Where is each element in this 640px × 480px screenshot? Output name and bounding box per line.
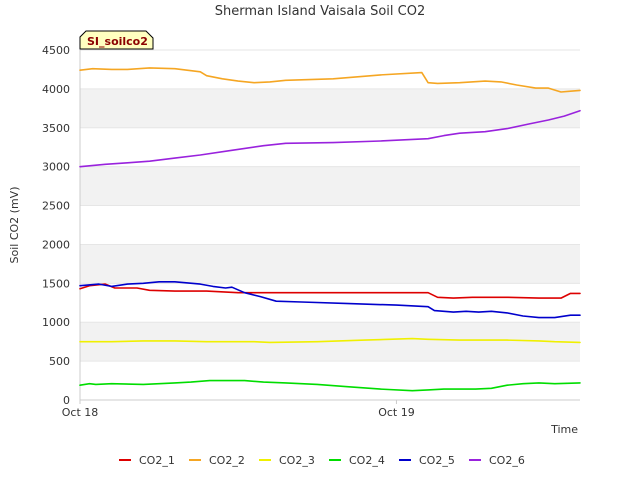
- legend-item-co2-1: CO2_1: [119, 454, 175, 467]
- legend-label: CO2_6: [489, 454, 525, 467]
- station-badge-label: SI_soilco2: [87, 35, 148, 48]
- chart-title: Sherman Island Vaisala Soil CO2: [215, 4, 425, 19]
- y-tick-label: 500: [49, 355, 70, 368]
- legend-label: CO2_1: [139, 454, 175, 467]
- grid-band: [80, 205, 580, 245]
- y-tick-label: 0: [63, 394, 70, 407]
- y-tick-label: 3500: [42, 122, 70, 135]
- legend-label: CO2_4: [349, 454, 385, 467]
- grid-band: [80, 166, 580, 206]
- y-tick-label: 4000: [42, 83, 70, 96]
- legend: CO2_1 CO2_2 CO2_3 CO2_4 CO2_5 CO2_6: [119, 454, 525, 467]
- x-tick-label: Oct 19: [378, 406, 415, 419]
- series-line-co2-4: [79, 379, 581, 392]
- x-axis-label: Time: [550, 423, 578, 436]
- station-badge-background: [79, 30, 154, 50]
- station-badge: SI_soilco2: [79, 30, 154, 50]
- series-lines: [79, 67, 581, 392]
- legend-item-co2-2: CO2_2: [189, 454, 245, 467]
- y-tick-label: 2000: [42, 238, 70, 251]
- y-tick-label: 4500: [42, 44, 70, 57]
- x-tick-label: Oct 18: [62, 406, 99, 419]
- series-line-co2-5: [79, 281, 581, 319]
- legend-label: CO2_2: [209, 454, 245, 467]
- series-line-co2-2: [79, 67, 581, 93]
- legend-label: CO2_5: [419, 454, 455, 467]
- grid-band: [80, 361, 580, 400]
- grid-band: [80, 88, 580, 128]
- legend-label: CO2_3: [279, 454, 315, 467]
- y-tick-label: 2500: [42, 200, 70, 213]
- series-line-co2-3: [79, 337, 581, 344]
- legend-item-co2-5: CO2_5: [399, 454, 455, 467]
- legend-item-co2-3: CO2_3: [259, 454, 315, 467]
- y-tick-label: 3000: [42, 161, 70, 174]
- legend-item-co2-4: CO2_4: [329, 454, 385, 467]
- grid-band: [80, 244, 580, 284]
- series-line-co2-6: [79, 109, 581, 168]
- series-line-co2-1: [79, 283, 581, 299]
- legend-item-co2-6: CO2_6: [469, 454, 525, 467]
- y-tick-label: 1000: [42, 316, 70, 329]
- grid-bands: [80, 49, 580, 401]
- y-axis-label: Soil CO2 (mV): [8, 187, 21, 264]
- y-tick-label: 1500: [42, 277, 70, 290]
